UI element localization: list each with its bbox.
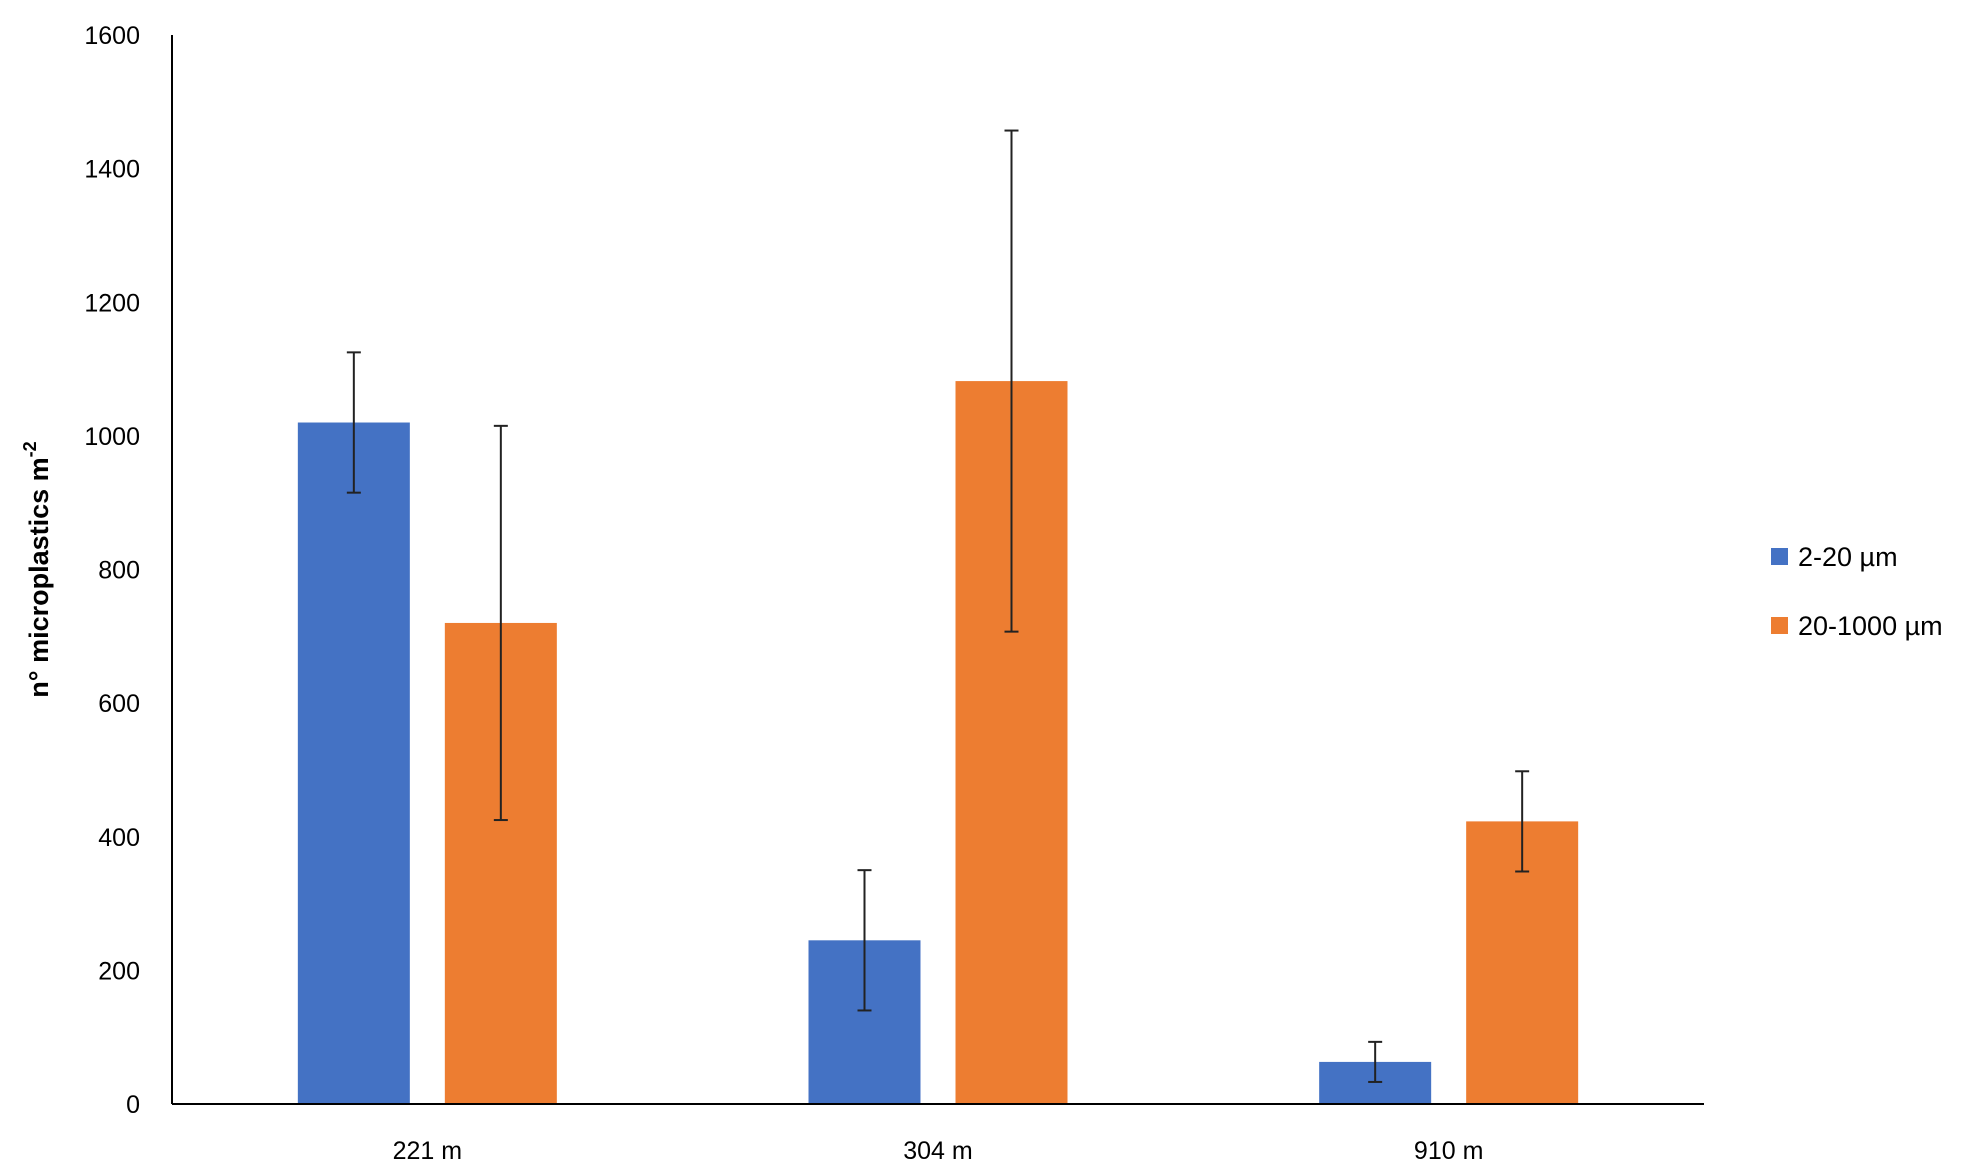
error-bar (1368, 1040, 1383, 1083)
error-bar (346, 351, 361, 494)
y-tick-label: 0 (126, 1091, 140, 1119)
legend-swatch (1771, 617, 1788, 634)
legend-label: 2-20 µm (1798, 542, 1898, 572)
x-tick-label: 221 m (393, 1137, 462, 1165)
y-axis-label-main: n° microplastics m (24, 457, 54, 697)
error-bar (1004, 129, 1019, 633)
y-tick-label: 600 (98, 690, 140, 718)
y-tick-labels: 0 200 400 600 800 1000 1200 1400 1600 (84, 22, 140, 1119)
error-bar (857, 869, 872, 1012)
legend-swatch (1771, 548, 1788, 565)
x-tick-labels: 221 m 304 m 910 m (393, 1137, 1484, 1165)
y-axis-label-superscript: -2 (20, 441, 40, 457)
y-tick-label: 1200 (84, 289, 140, 317)
legend: 2-20 µm 20-1000 µm (1771, 542, 1943, 641)
error-bar (493, 424, 508, 822)
y-tick-label: 1600 (84, 22, 140, 50)
y-tick-label: 1400 (84, 156, 140, 184)
y-tick-label: 800 (98, 557, 140, 585)
x-tick-label: 304 m (903, 1137, 972, 1165)
error-bars-layer (346, 129, 1530, 1083)
y-tick-label: 200 (98, 957, 140, 985)
x-tick-label: 910 m (1414, 1137, 1483, 1165)
error-bar (1515, 770, 1530, 873)
bar (297, 422, 410, 1104)
y-tick-label: 1000 (84, 423, 140, 451)
bars-layer (297, 381, 1579, 1104)
y-tick-label: 400 (98, 824, 140, 852)
y-axis-label: n° microplastics m-2 (20, 441, 54, 697)
legend-label: 20-1000 µm (1798, 611, 1943, 641)
